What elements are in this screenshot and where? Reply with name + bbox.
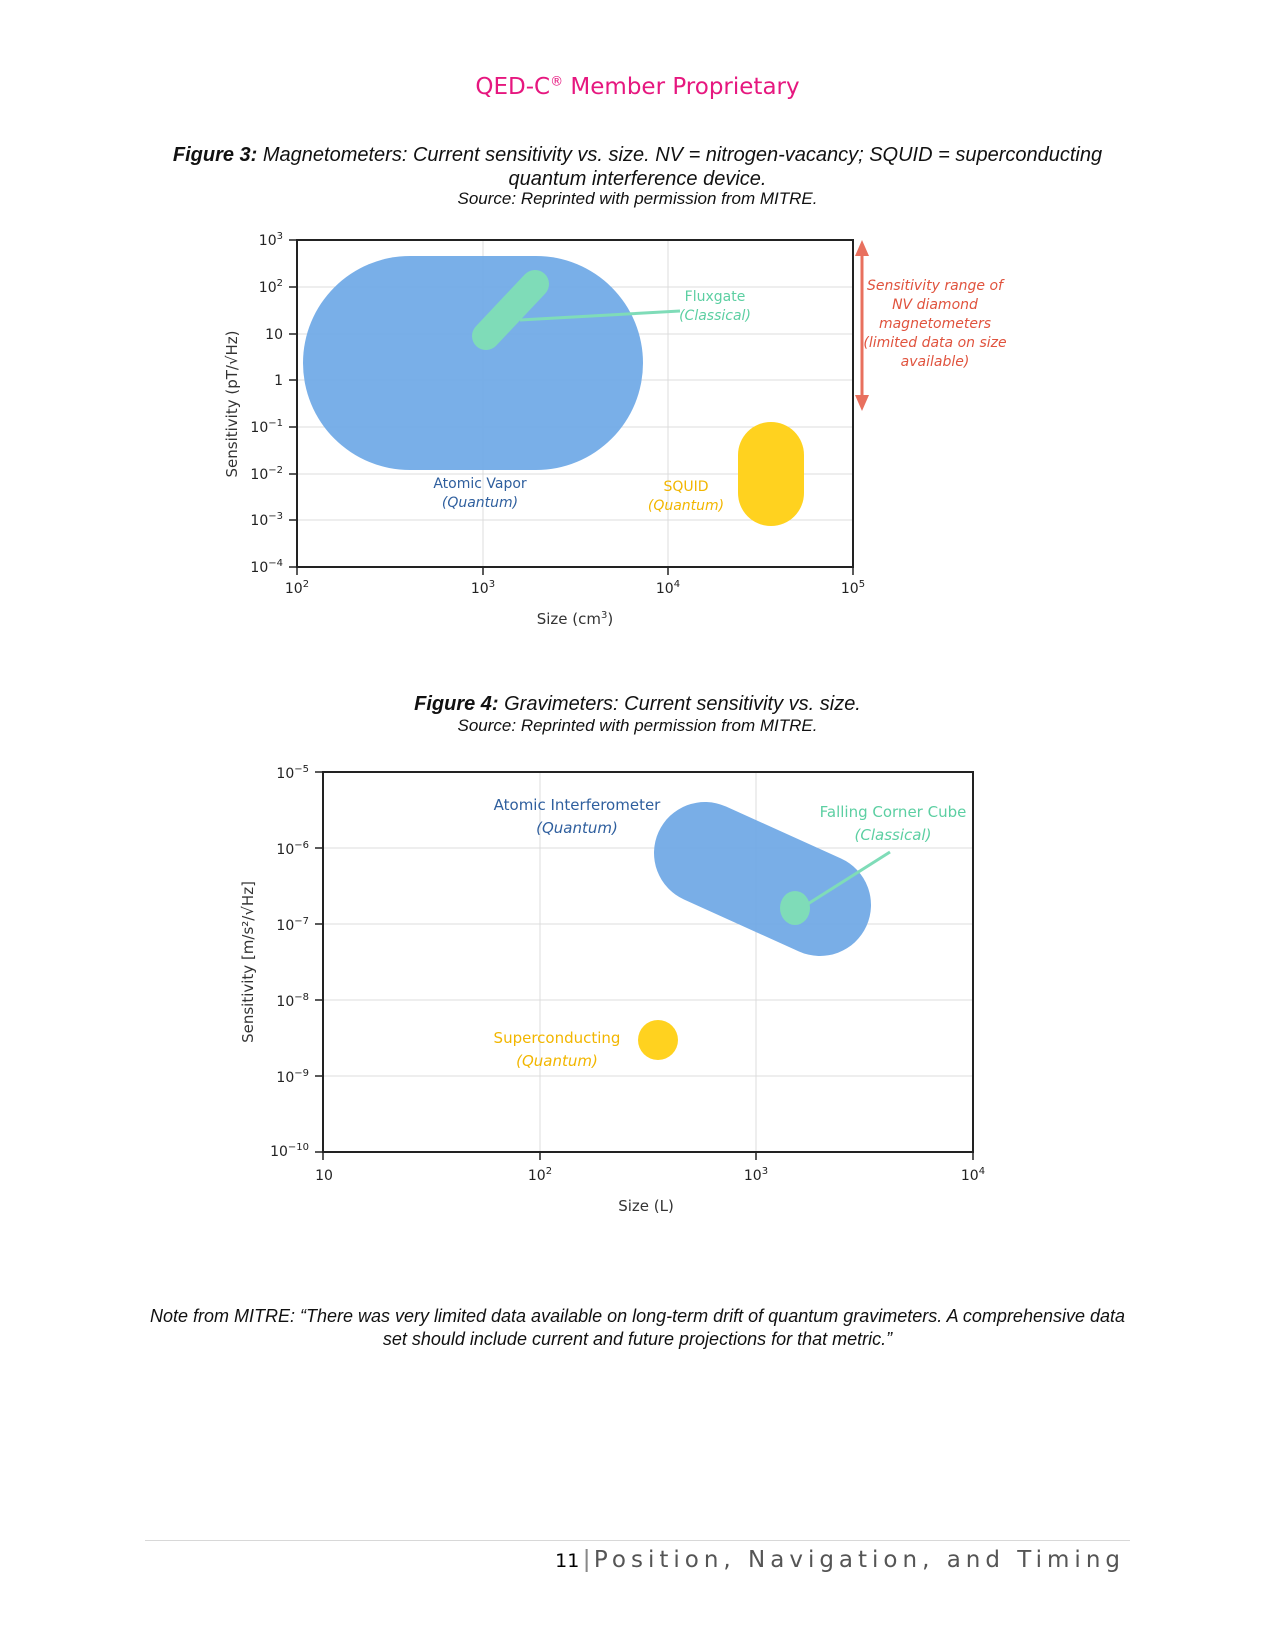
atomic-interferometer-label: Atomic Interferometer [494, 796, 662, 814]
f4-ytick-0: 10−5 [276, 764, 309, 782]
footer-separator: | [583, 1545, 590, 1573]
section-title: Position, Navigation, and Timing [593, 1547, 1125, 1573]
page-number: 11 [555, 1550, 580, 1572]
nv-range-arrow [855, 240, 869, 411]
figure3-caption: Figure 3: Magnetometers: Current sensiti… [140, 143, 1135, 191]
f3-ytick-7: 10−4 [250, 558, 283, 576]
fluxgate-label: Fluxgate [685, 289, 746, 305]
figure4-region-labels: Atomic Interferometer (Quantum) Falling … [494, 796, 967, 1070]
f3-ytick-6: 10−3 [250, 511, 283, 529]
page-footer: 11 | Position, Navigation, and Timing [555, 1545, 1125, 1574]
nv-note-line-4: (limited data on size [863, 335, 1006, 351]
squid-region [738, 422, 804, 526]
figure4-x-ticks: 10 102 103 104 [315, 1166, 985, 1184]
nv-note: Sensitivity range of NV diamond magnetom… [863, 278, 1006, 370]
atomic-vapor-type: (Quantum) [442, 495, 518, 511]
footer-rule [145, 1540, 1130, 1541]
atomic-vapor-region [303, 256, 643, 470]
figure3-region-labels: Atomic Vapor (Quantum) Fluxgate (Classic… [433, 289, 751, 514]
figure4-y-ticks: 10−5 10−6 10−7 10−8 10−9 10−10 [270, 764, 309, 1160]
falling-corner-cube-leader-line [802, 850, 891, 909]
nv-note-line-5: available) [901, 354, 970, 370]
fluxgate-type: (Classical) [679, 308, 751, 324]
nv-note-line-2: NV diamond [892, 297, 978, 313]
fluxgate-region [472, 270, 549, 350]
squid-label: SQUID [663, 479, 708, 495]
f3-xtick-1: 103 [471, 579, 495, 597]
figure3-x-ticks: 102 103 104 105 [285, 579, 865, 597]
f3-ytick-3: 1 [274, 373, 283, 389]
figure3-plot-frame [296, 239, 854, 568]
f3-ytick-5: 10−2 [250, 465, 283, 483]
f3-ytick-4: 10−1 [250, 418, 283, 436]
superconducting-region [638, 1020, 678, 1060]
falling-corner-cube-region [780, 891, 810, 925]
figure4-caption-text: Gravimeters: Current sensitivity vs. siz… [498, 693, 861, 715]
falling-corner-cube-type: (Classical) [855, 826, 932, 844]
figure4-source: Source: Reprinted with permission from M… [457, 716, 818, 735]
page-header: QED-C® Member Proprietary [0, 74, 1275, 100]
f4-ytick-3: 10−8 [276, 992, 309, 1010]
f4-ytick-2: 10−7 [276, 916, 309, 934]
figure3-y-axis-title: Sensitivity (pT/√Hz) [223, 330, 241, 477]
header-text: QED-C [475, 74, 551, 100]
f4-xtick-1: 102 [528, 1166, 552, 1184]
f3-ytick-0: 103 [259, 231, 283, 249]
mitre-note: Note from MITRE: “There was very limited… [149, 1306, 1126, 1349]
superconducting-label: Superconducting [494, 1029, 621, 1047]
figure4-y-axis-title: Sensitivity [m/s²/√Hz] [239, 881, 257, 1043]
f3-xtick-2: 104 [656, 579, 680, 597]
f3-ytick-2: 10 [265, 327, 283, 343]
f3-xtick-3: 105 [841, 579, 865, 597]
f4-xtick-0: 10 [315, 1168, 333, 1184]
fluxgate-leader-line [519, 309, 681, 322]
figure3-label: Figure 3: [172, 144, 258, 166]
figure3-caption-text: Magnetometers: Current sensitivity vs. s… [257, 144, 1103, 190]
figure4-x-axis-title: Size (L) [618, 1197, 674, 1215]
nv-note-line-1: Sensitivity range of [867, 278, 1005, 294]
superconducting-type: (Quantum) [516, 1052, 598, 1070]
f3-ytick-1: 102 [259, 278, 283, 296]
squid-type: (Quantum) [648, 498, 724, 514]
atomic-vapor-label: Atomic Vapor [433, 476, 527, 492]
figure3-y-ticks: 103 102 10 1 10−1 10−2 10−3 10−4 [250, 231, 283, 576]
figure3-source: Source: Reprinted with permission from M… [457, 189, 818, 208]
header-suffix: Member Proprietary [563, 74, 800, 100]
falling-corner-cube-label: Falling Corner Cube [820, 803, 967, 821]
atomic-interferometer-type: (Quantum) [536, 819, 618, 837]
f4-ytick-4: 10−9 [276, 1068, 309, 1086]
figure4-caption: Figure 4: Gravimeters: Current sensitivi… [140, 692, 1135, 716]
figure3-tick-marks [289, 239, 854, 575]
figure4-tick-marks [315, 771, 974, 1160]
figure4-label: Figure 4: [414, 693, 499, 715]
registered-mark: ® [550, 74, 564, 90]
f4-ytick-1: 10−6 [276, 840, 309, 858]
f4-xtick-3: 104 [961, 1166, 985, 1184]
f3-xtick-0: 102 [285, 579, 309, 597]
figure4-plot-frame [322, 771, 974, 1153]
f4-ytick-5: 10−10 [270, 1142, 309, 1160]
f4-xtick-2: 103 [744, 1166, 768, 1184]
nv-note-line-3: magnetometers [879, 316, 991, 332]
figure3-x-axis-title: Size (cm3) [537, 610, 614, 628]
